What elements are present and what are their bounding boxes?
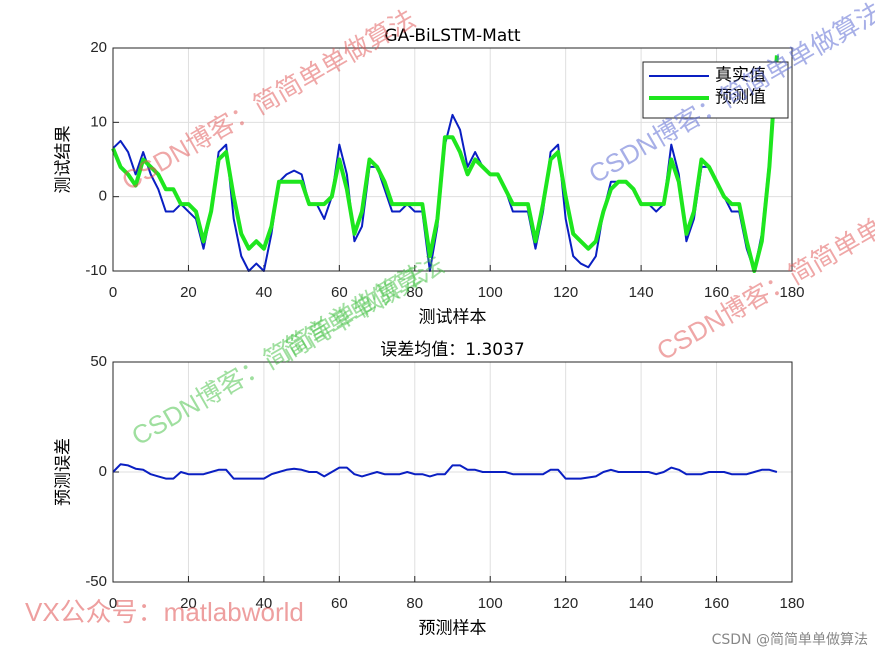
y-tick-label: -10	[85, 262, 107, 279]
x-tick-label: 120	[553, 595, 578, 612]
x-tick-label: 80	[406, 284, 423, 301]
x-tick-label: 20	[180, 595, 197, 612]
chart-title: GA-BiLSTM-Matt	[384, 26, 521, 46]
x-tick-label: 160	[704, 595, 729, 612]
watermark: CSDN @简简单单做算法	[712, 631, 868, 648]
x-tick-label: 0	[109, 595, 117, 612]
y-tick-label: 50	[90, 353, 107, 370]
y-tick-label: 0	[99, 463, 107, 480]
x-tick-label: 100	[478, 595, 503, 612]
x-tick-label: 180	[779, 595, 804, 612]
data-line	[112, 463, 778, 480]
x-tick-label: 80	[406, 595, 423, 612]
x-tick-label: 120	[553, 284, 578, 301]
y-axis-label: 预测误差	[54, 438, 74, 506]
axes-box	[112, 361, 793, 583]
x-axis-label: 预测样本	[419, 619, 487, 639]
x-tick-label: 140	[629, 284, 654, 301]
x-axis-label: 测试样本	[419, 308, 487, 328]
y-tick-label: 10	[90, 113, 107, 130]
x-tick-label: 60	[331, 595, 348, 612]
y-axis-label: 测试结果	[54, 126, 74, 194]
x-tick-label: 40	[256, 284, 273, 301]
chart-title: 误差均值：1.3037	[380, 340, 524, 360]
x-tick-label: 180	[779, 284, 804, 301]
x-tick-label: 140	[629, 595, 654, 612]
y-tick-label: -50	[85, 573, 107, 590]
x-tick-label: 40	[256, 595, 273, 612]
y-tick-label: 20	[90, 39, 107, 56]
legend-box	[642, 61, 789, 119]
x-tick-label: 60	[331, 284, 348, 301]
x-tick-label: 100	[478, 284, 503, 301]
x-tick-label: 0	[109, 284, 117, 301]
x-tick-label: 20	[180, 284, 197, 301]
data-line	[111, 55, 779, 273]
legend-label: 真实值	[715, 66, 766, 86]
axes-box	[112, 47, 793, 272]
y-tick-label: 0	[99, 188, 107, 205]
legend-label: 预测值	[715, 88, 766, 108]
x-tick-label: 160	[704, 284, 729, 301]
plots: 0 20 40 60 80 100 120 140 160 180-1001020GA-BiLST…	[54, 26, 805, 639]
